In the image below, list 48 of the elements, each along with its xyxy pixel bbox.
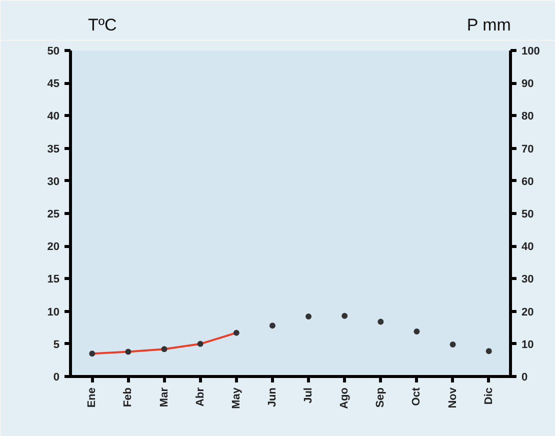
y-tick-label: 25 [47,208,60,220]
y-tick-label: 0 [53,372,60,384]
x-tick-label: Dic [482,387,495,405]
x-tick-label: May [230,386,242,409]
x-tick-label: Mar [158,386,170,408]
x-tick-label: Jul [302,387,315,404]
y-tick-label: 30 [47,176,60,188]
y-tick-label: 15 [47,274,60,286]
point [89,350,96,357]
y-tick-label: 20 [47,241,60,254]
point [125,348,132,355]
point [197,340,204,347]
y-tick-label: 40 [47,110,60,123]
y2-tick-label: 50 [522,208,534,220]
point [233,330,240,336]
y2-tick-label: 60 [522,176,534,188]
y-tick-label: 45 [47,78,60,90]
y2-tick-label: 100 [522,46,540,58]
y2-tick-label: 40 [522,241,534,254]
point [306,314,312,320]
x-tick-label: Ene [86,387,98,408]
x-tick-label: Feb [122,387,134,408]
point [486,348,492,354]
y2-tick-label: 70 [522,143,534,156]
y2-tick-label: 0 [522,372,528,384]
y-tick-label: 50 [47,46,60,58]
y-tick-label: 5 [53,338,60,351]
point [414,328,420,335]
y2-tick-label: 90 [522,78,534,90]
point [378,318,384,325]
y2-tick-label: 10 [522,338,534,351]
point [161,346,168,352]
x-tick-label: Sep [374,387,387,408]
y-axis-title: TºC [88,16,117,34]
x-tick-label: Abr [194,386,206,406]
x-tick-label: Nov [446,386,459,408]
y2-tick-label: 20 [522,306,534,318]
y2-axis-title: P mm [466,16,511,34]
x-tick-label: Ago [338,387,351,409]
point [450,342,456,348]
x-tick-label: Oct [410,387,423,406]
y-tick-label: 35 [47,143,60,156]
x-tick-label: Jun [266,387,278,408]
point [342,312,348,319]
y-tick-label: 10 [47,306,60,318]
point [269,322,276,329]
y2-tick-label: 30 [522,274,534,286]
y2-tick-label: 80 [522,110,534,123]
